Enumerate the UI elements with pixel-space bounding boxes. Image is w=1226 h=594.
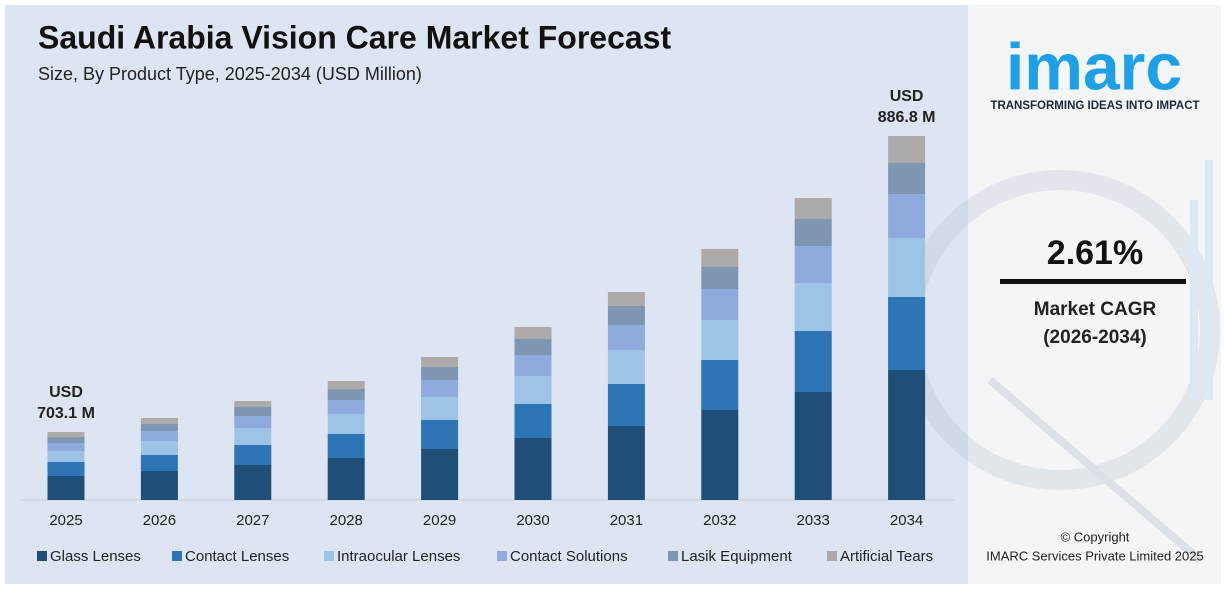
- tagline: TRANSFORMING IDEAS INTO IMPACT: [990, 100, 1199, 112]
- legend-label: Contact Solutions: [510, 548, 628, 565]
- bar-segment: [421, 357, 459, 367]
- bar-segment: [888, 297, 926, 370]
- bar-segment: [701, 289, 739, 320]
- legend-swatch: [827, 551, 837, 561]
- x-tick-label: 2032: [703, 512, 736, 529]
- bar-segment: [234, 407, 272, 416]
- legend-swatch: [324, 551, 334, 561]
- logo: imarc: [1006, 29, 1182, 103]
- bar-segment: [701, 410, 739, 500]
- legend-swatch: [172, 551, 182, 561]
- total-label: 703.1 M: [37, 405, 95, 422]
- legend-label: Intraocular Lenses: [337, 548, 460, 565]
- bar-segment: [888, 370, 926, 500]
- bar-segment: [47, 432, 85, 437]
- bar-segment: [514, 376, 552, 404]
- total-label: USD: [890, 88, 924, 105]
- bar-segment: [234, 465, 272, 500]
- bar-segment: [47, 451, 85, 462]
- bar-segment: [47, 476, 85, 500]
- bar-segment: [701, 360, 739, 410]
- bar-segment: [607, 325, 645, 350]
- bar-segment: [421, 449, 459, 500]
- bar-segment: [327, 381, 365, 389]
- bar-segment: [701, 249, 739, 267]
- bar-segment: [421, 397, 459, 420]
- chart-title: Saudi Arabia Vision Care Market Forecast: [38, 19, 671, 55]
- bar-segment: [234, 401, 272, 407]
- x-tick-label: 2027: [236, 512, 269, 529]
- bar-segment: [140, 424, 178, 431]
- bar-segment: [327, 458, 365, 500]
- cagr-rule: [1000, 279, 1186, 284]
- cagr-label: Market CAGR: [1034, 299, 1157, 320]
- legend-swatch: [497, 551, 507, 561]
- x-tick-label: 2033: [797, 512, 830, 529]
- bar-segment: [607, 384, 645, 426]
- bar-segment: [140, 431, 178, 441]
- bar-segment: [794, 246, 832, 283]
- company: IMARC Services Private Limited 2025: [986, 548, 1203, 563]
- bar-segment: [234, 416, 272, 428]
- bar-segment: [140, 418, 178, 424]
- bar-segment: [607, 350, 645, 384]
- bar-segment: [888, 238, 926, 297]
- legend-swatch: [668, 551, 678, 561]
- bar-segment: [47, 462, 85, 476]
- bar-segment: [421, 380, 459, 397]
- bar-segment: [701, 320, 739, 360]
- bar-segment: [514, 355, 552, 376]
- x-tick-label: 2025: [49, 512, 82, 529]
- total-label: USD: [49, 384, 83, 401]
- copyright: © Copyright: [1061, 529, 1130, 544]
- legend-label: Lasik Equipment: [681, 548, 793, 565]
- bar-segment: [47, 437, 85, 443]
- bar-segment: [514, 339, 552, 355]
- bar-segment: [47, 443, 85, 451]
- x-tick-label: 2031: [610, 512, 643, 529]
- bar-segment: [421, 367, 459, 380]
- legend-label: Contact Lenses: [185, 548, 289, 565]
- bar-segment: [794, 198, 832, 219]
- bar-segment: [327, 389, 365, 400]
- cagr-period: (2026-2034): [1043, 327, 1147, 348]
- chart-subtitle: Size, By Product Type, 2025-2034 (USD Mi…: [38, 64, 422, 84]
- bar-segment: [607, 292, 645, 306]
- bar-segment: [888, 136, 926, 163]
- bar-segment: [794, 219, 832, 246]
- x-tick-label: 2029: [423, 512, 456, 529]
- bar-segment: [794, 392, 832, 500]
- bar-segment: [794, 331, 832, 392]
- bar-segment: [794, 283, 832, 331]
- sidebar-panel: [968, 5, 1221, 584]
- bar-segment: [327, 400, 365, 414]
- bar-segment: [234, 428, 272, 445]
- x-tick-label: 2026: [143, 512, 176, 529]
- bar-segment: [327, 434, 365, 458]
- bar-segment: [140, 441, 178, 455]
- x-tick-label: 2034: [890, 512, 923, 529]
- legend-label: Glass Lenses: [50, 548, 141, 565]
- bar-segment: [607, 426, 645, 500]
- bar-segment: [607, 306, 645, 325]
- bar-segment: [888, 163, 926, 194]
- bar-segment: [234, 445, 272, 465]
- total-label: 886.8 M: [878, 109, 936, 126]
- bar-segment: [514, 404, 552, 438]
- bar-segment: [701, 267, 739, 289]
- x-tick-label: 2030: [516, 512, 549, 529]
- bar-segment: [888, 194, 926, 238]
- bar-segment: [421, 420, 459, 449]
- legend-swatch: [37, 551, 47, 561]
- legend-label: Artificial Tears: [840, 548, 933, 565]
- bar-segment: [514, 327, 552, 339]
- bar-segment: [140, 471, 178, 500]
- cagr-value: 2.61%: [1047, 234, 1143, 272]
- x-tick-label: 2028: [330, 512, 363, 529]
- bar-segment: [140, 455, 178, 471]
- bar-segment: [327, 414, 365, 434]
- bar-segment: [514, 438, 552, 500]
